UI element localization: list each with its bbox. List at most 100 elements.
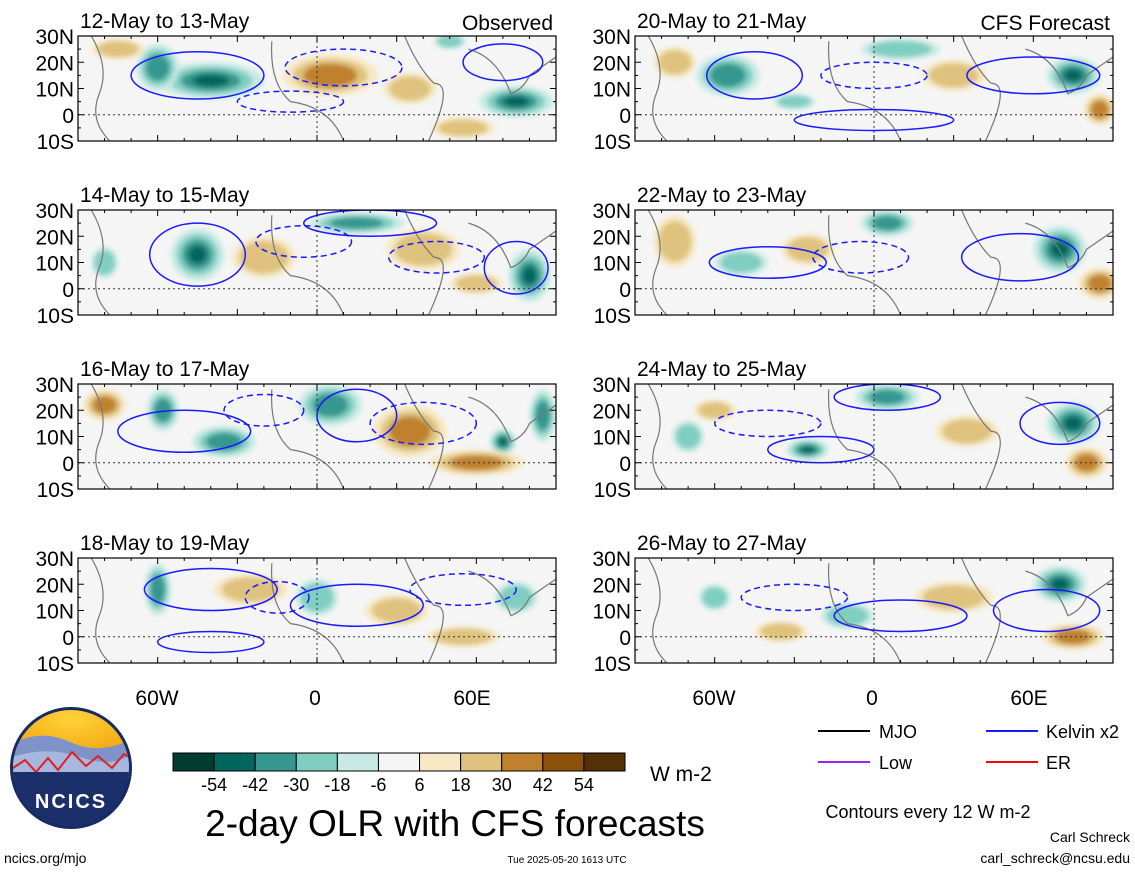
x-tick-label: 60W <box>692 687 735 710</box>
y-tick-label: 0 <box>619 105 631 128</box>
x-tick-label: 60E <box>1010 687 1047 710</box>
positive-olr-anomaly <box>942 418 992 444</box>
coastline <box>270 563 345 663</box>
y-tick-label: 10N <box>592 253 631 276</box>
footer-email: carl_schreck@ncsu.edu <box>980 850 1130 866</box>
map-panel: 30N 20N 10N 0 10S 20-May to 21-May CFS Forecas… <box>592 10 1114 154</box>
positive-olr-anomaly <box>658 49 692 75</box>
negative-olr-anomaly <box>1064 69 1083 82</box>
coastline <box>961 210 1001 315</box>
footer-url: ncics.org/mjo <box>4 850 87 866</box>
negative-olr-anomaly <box>777 95 811 108</box>
positive-olr-anomaly <box>760 623 802 640</box>
map-panel: 30N 20N 10N 0 10S 24-May to 25-May <box>592 358 1114 502</box>
y-tick-label: 30N <box>592 200 631 223</box>
coastline <box>90 210 111 315</box>
negative-olr-anomaly <box>702 587 728 608</box>
kelvin-contour-solid <box>705 51 804 100</box>
kelvin-contour-solid <box>148 222 247 287</box>
kelvin-contour-solid <box>156 630 265 654</box>
coastline <box>827 215 902 315</box>
kelvin-contour-dashed <box>387 240 486 274</box>
negative-olr-anomaly <box>675 424 701 449</box>
positive-olr-anomaly <box>658 221 692 262</box>
footer-timestamp: Tue 2025-05-20 1613 UTC <box>507 855 626 866</box>
kelvin-contour-dashed <box>223 393 305 427</box>
negative-olr-anomaly <box>535 400 551 431</box>
positive-olr-anomaly <box>394 232 453 266</box>
y-tick-label: 10S <box>37 653 74 676</box>
kelvin-contour-dashed <box>409 573 517 606</box>
negative-olr-anomaly <box>312 393 349 417</box>
positive-olr-anomaly <box>1090 100 1109 119</box>
colorbar-tick-label: -54 <box>201 775 227 795</box>
coastline <box>90 558 111 663</box>
y-tick-label: 30N <box>35 374 74 397</box>
y-tick-label: 10S <box>594 479 631 502</box>
y-tick-label: 0 <box>619 453 631 476</box>
coastline <box>961 36 1001 141</box>
y-tick-label: 10N <box>35 79 74 102</box>
positive-olr-anomaly <box>1055 629 1092 645</box>
kelvin-contour-dashed <box>713 409 822 438</box>
colorbar-swatch <box>583 752 626 772</box>
positive-olr-anomaly <box>97 40 139 58</box>
colorbar-tick-label: 30 <box>492 775 512 795</box>
map-panel: 30N 20N 10N 0 10S 16-May to 17-May <box>35 358 557 502</box>
y-tick-label: 30N <box>35 200 74 223</box>
negative-olr-anomaly <box>1064 416 1083 431</box>
kelvin-contour-dashed <box>369 401 478 446</box>
legend-item-er: ER <box>986 753 1071 773</box>
colorbar-swatch <box>542 752 585 772</box>
contour-legend: MJO Kelvin x2 Low ER <box>818 722 1119 773</box>
legend-item-low: Low <box>818 753 913 773</box>
negative-olr-anomaly <box>300 583 334 612</box>
negative-olr-anomaly <box>498 437 508 447</box>
negative-olr-anomaly <box>522 266 537 285</box>
negative-olr-anomaly <box>154 398 172 423</box>
coastline <box>647 36 668 141</box>
negative-olr-anomaly <box>869 389 906 405</box>
x-tick-label: 0 <box>866 687 878 710</box>
positive-olr-anomaly <box>389 76 431 101</box>
kelvin-contour-dashed <box>284 48 403 87</box>
map-panel: 30N 20N 10N 0 10S 18-May to 19-May <box>35 532 557 676</box>
kelvin-contour-solid <box>793 108 955 132</box>
kelvin-contour-solid <box>289 583 424 627</box>
coastline <box>270 41 345 141</box>
panel-period-title: 24-May to 25-May <box>637 358 807 381</box>
legend-item-kelvin: Kelvin x2 <box>986 722 1119 742</box>
negative-olr-anomaly <box>503 96 529 107</box>
y-tick-label: 20N <box>35 52 74 75</box>
negative-olr-anomaly <box>437 36 463 48</box>
y-tick-label: 20N <box>35 226 74 249</box>
logo-text: NCICS <box>35 791 107 813</box>
coastline <box>468 222 556 269</box>
map-panel: 30N 20N 10N 0 10S 26-May to 27-May <box>592 532 1114 676</box>
positive-olr-anomaly <box>303 63 358 88</box>
y-tick-label: 20N <box>35 400 74 423</box>
coastline <box>827 389 902 489</box>
panel-period-title: 20-May to 21-May <box>637 10 807 33</box>
coastline <box>1025 222 1113 269</box>
panel-period-title: 26-May to 27-May <box>637 532 807 555</box>
legend-item-mjo: MJO <box>818 722 917 742</box>
x-axis-right: 60W 0 60E <box>692 687 1047 710</box>
y-tick-label: 30N <box>592 548 631 571</box>
map-panel: 30N 20N 10N 0 10S 12-May to 13-May Observed <box>35 10 557 154</box>
positive-olr-anomaly <box>922 585 985 610</box>
y-tick-label: 10S <box>594 653 631 676</box>
colorbar-swatch <box>295 752 338 772</box>
negative-olr-anomaly <box>145 54 170 81</box>
colorbar-swatch <box>172 752 215 772</box>
coastline <box>90 36 111 141</box>
panel-period-title: 18-May to 19-May <box>80 532 250 555</box>
legend-label: ER <box>1046 753 1071 773</box>
coastline <box>1025 570 1113 617</box>
colorbar-tick-label: -6 <box>370 775 386 795</box>
negative-olr-anomaly <box>94 250 115 275</box>
negative-olr-anomaly <box>800 446 815 454</box>
kelvin-contour-solid <box>143 567 278 612</box>
kelvin-contour-solid <box>708 246 827 279</box>
colorbar-tick-label: -42 <box>242 775 268 795</box>
